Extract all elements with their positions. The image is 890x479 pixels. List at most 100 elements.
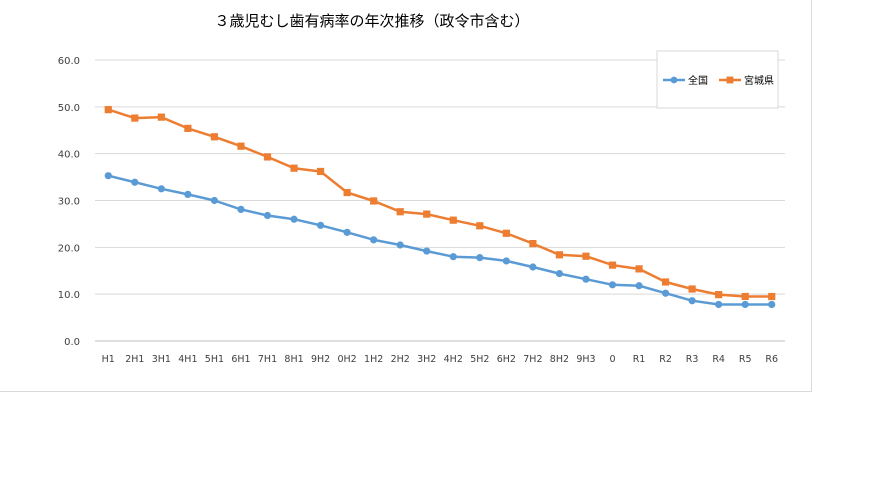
data-point bbox=[131, 178, 139, 186]
data-point bbox=[608, 261, 617, 269]
data-point bbox=[104, 172, 112, 180]
x-tick-label: R6 bbox=[765, 354, 778, 365]
data-point bbox=[449, 253, 457, 261]
y-tick-label: 0.0 bbox=[64, 337, 80, 348]
y-tick-label: 20.0 bbox=[58, 243, 80, 254]
x-tick-label: R2 bbox=[659, 354, 672, 365]
data-point bbox=[688, 297, 696, 305]
x-tick-label: R1 bbox=[633, 354, 646, 365]
data-point bbox=[476, 222, 484, 230]
data-point bbox=[396, 241, 404, 249]
series-line bbox=[107, 108, 773, 298]
data-point bbox=[476, 254, 484, 262]
x-tick-label: 5H2 bbox=[470, 354, 489, 365]
data-point bbox=[768, 292, 776, 301]
x-tick-label: 6H1 bbox=[231, 354, 250, 365]
x-tick-label: 4H1 bbox=[178, 354, 197, 365]
data-point bbox=[237, 142, 245, 150]
series-line bbox=[107, 174, 773, 306]
data-point bbox=[715, 291, 723, 299]
series-layer bbox=[104, 106, 776, 309]
line-chart: ３歳児むし歯有病率の年次推移（政令市含む） 0.0 10.0 20.0 30.0 40.… bbox=[58, 12, 785, 365]
data-point bbox=[529, 263, 537, 271]
data-point bbox=[263, 211, 272, 220]
data-point bbox=[316, 167, 325, 176]
data-point bbox=[157, 185, 165, 193]
x-tick-label: 5H1 bbox=[205, 354, 224, 365]
data-point bbox=[635, 282, 643, 290]
y-tick-label: 10.0 bbox=[58, 290, 80, 301]
data-point bbox=[449, 216, 457, 224]
data-point bbox=[555, 251, 564, 259]
data-point bbox=[184, 124, 192, 132]
data-point bbox=[741, 292, 749, 301]
data-point bbox=[210, 196, 219, 205]
x-tick-label: 8H2 bbox=[550, 354, 569, 365]
y-tick-label: 30.0 bbox=[58, 197, 80, 208]
legend-label: 全国 bbox=[688, 74, 708, 87]
x-tick-label: R4 bbox=[712, 354, 725, 365]
data-point bbox=[290, 164, 298, 172]
data-point bbox=[688, 285, 696, 293]
x-tick-label: H1 bbox=[102, 354, 115, 365]
data-point bbox=[423, 210, 431, 218]
x-tick-label: 0 bbox=[609, 354, 615, 365]
data-point bbox=[635, 265, 643, 273]
y-tick-label: 40.0 bbox=[58, 150, 80, 161]
data-point bbox=[157, 113, 165, 121]
data-point bbox=[131, 114, 139, 122]
y-axis-ticks: 0.0 10.0 20.0 30.0 40.0 50.0 60.0 bbox=[58, 56, 80, 348]
x-axis-ticks: H1 2H1 3H1 4H1 5H1 6H1 7H1 8H1 9H2 0H2 1H2 2H2 3H2 4H… bbox=[102, 354, 778, 365]
data-point bbox=[184, 190, 192, 199]
x-tick-label: R3 bbox=[686, 354, 699, 365]
x-tick-label: 0H2 bbox=[337, 354, 356, 365]
x-tick-label: 1H2 bbox=[364, 354, 383, 365]
data-point bbox=[715, 300, 723, 309]
data-point bbox=[343, 188, 351, 197]
x-tick-label: 6H2 bbox=[497, 354, 516, 365]
data-point bbox=[316, 221, 325, 229]
legend-box bbox=[656, 50, 779, 109]
data-point bbox=[768, 300, 776, 309]
x-tick-label: 3H1 bbox=[152, 354, 171, 365]
data-point bbox=[423, 247, 431, 255]
chart-title: ３歳児むし歯有病率の年次推移（政令市含む） bbox=[214, 12, 529, 30]
series-2 bbox=[104, 106, 776, 301]
data-point bbox=[661, 278, 670, 286]
legend[interactable]: 全国 宮城県 bbox=[656, 50, 779, 109]
data-point bbox=[210, 133, 219, 141]
data-point bbox=[555, 269, 564, 278]
legend-marker bbox=[670, 76, 678, 84]
data-point bbox=[104, 106, 112, 114]
x-tick-label: 4H2 bbox=[444, 354, 463, 365]
data-point bbox=[396, 208, 404, 216]
chart-area: ３歳児むし歯有病率の年次推移（政令市含む） 0.0 10.0 20.0 30.0 40.… bbox=[0, 0, 812, 392]
series-1 bbox=[104, 172, 776, 309]
x-tick-label: 7H1 bbox=[258, 354, 277, 365]
data-point bbox=[290, 215, 298, 223]
data-point bbox=[661, 289, 670, 297]
data-point bbox=[502, 257, 510, 265]
x-tick-label: R5 bbox=[739, 354, 752, 365]
data-point bbox=[529, 239, 537, 248]
x-tick-label: 8H1 bbox=[284, 354, 303, 365]
data-point bbox=[370, 197, 378, 205]
x-tick-label: 7H2 bbox=[523, 354, 542, 365]
data-point bbox=[263, 153, 272, 161]
legend-marker bbox=[726, 76, 734, 84]
data-point bbox=[582, 252, 590, 260]
y-tick-label: 50.0 bbox=[58, 103, 80, 114]
data-point bbox=[608, 281, 617, 289]
data-point bbox=[343, 228, 351, 236]
x-tick-label: 9H2 bbox=[311, 354, 330, 365]
y-tick-label: 60.0 bbox=[58, 56, 80, 67]
x-tick-label: 2H1 bbox=[125, 354, 144, 365]
data-point bbox=[741, 300, 749, 309]
x-tick-label: 2H2 bbox=[391, 354, 410, 365]
data-point bbox=[502, 229, 510, 237]
legend-items: 全国 宮城県 bbox=[663, 74, 774, 87]
x-tick-label: 3H2 bbox=[417, 354, 436, 365]
data-point bbox=[237, 205, 245, 213]
legend-label: 宮城県 bbox=[744, 74, 774, 87]
x-tick-label: 9H3 bbox=[576, 354, 595, 365]
